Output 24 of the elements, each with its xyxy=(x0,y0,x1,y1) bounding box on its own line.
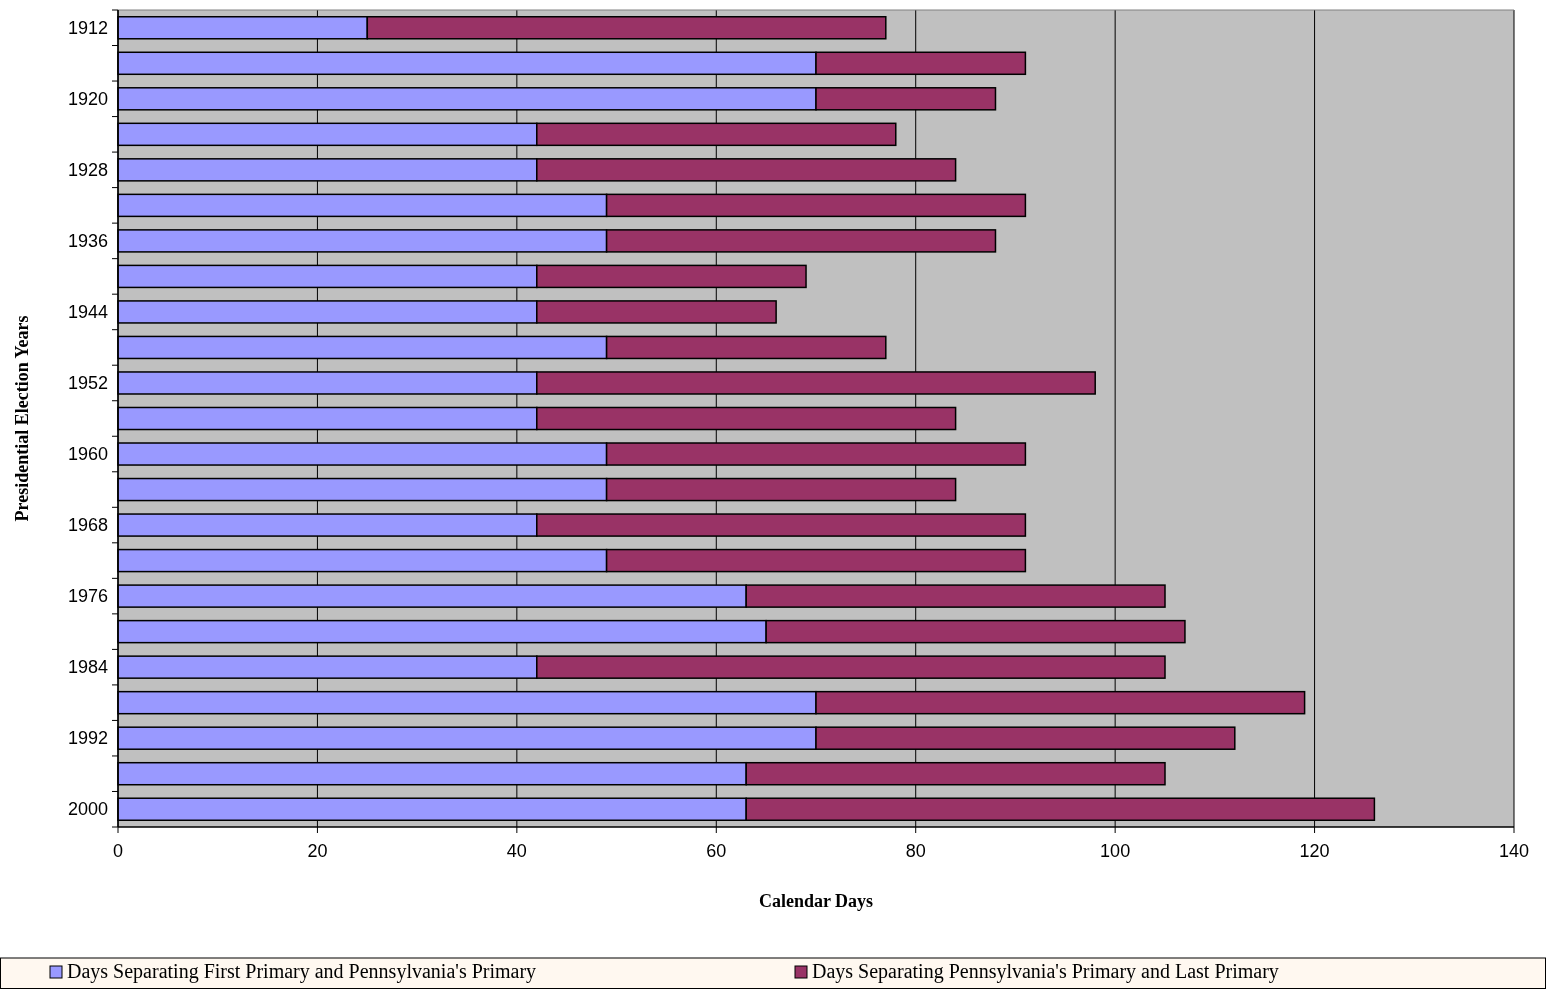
y-tick-label: 1992 xyxy=(67,728,108,749)
x-tick-label: 0 xyxy=(112,841,124,861)
y-tick-label: 1968 xyxy=(67,515,108,536)
y-tick-label: 1936 xyxy=(67,230,108,251)
y-tick-label: 1984 xyxy=(67,657,108,678)
legend-label: Days Separating First Primary and Pennsylvania's Primary xyxy=(67,960,537,983)
x-tick-label: 20 xyxy=(307,841,328,861)
y-tick-label: 1960 xyxy=(67,444,108,465)
x-tick-label: 40 xyxy=(506,841,527,861)
y-tick-label: 1928 xyxy=(67,159,108,180)
x-tick-label: 60 xyxy=(706,841,727,861)
x-tick-label: 120 xyxy=(1299,841,1330,861)
y-tick-label: 2000 xyxy=(67,799,108,820)
y-tick-label: 1952 xyxy=(67,372,108,393)
y-tick-label: 1944 xyxy=(67,301,108,322)
y-tick-label: 1920 xyxy=(67,88,108,109)
x-axis-title: Calendar Days xyxy=(758,891,874,911)
x-tick-label: 80 xyxy=(905,841,926,861)
y-tick-label: 1976 xyxy=(67,586,108,607)
x-tick-label: 100 xyxy=(1100,841,1131,861)
y-tick-label: 1912 xyxy=(67,17,108,38)
y-axis-title: Presidential Election Years xyxy=(12,315,32,522)
legend-label: Days Separating Pennsylvania's Primary and Last Primary xyxy=(812,960,1279,983)
x-tick-label: 140 xyxy=(1498,841,1530,861)
